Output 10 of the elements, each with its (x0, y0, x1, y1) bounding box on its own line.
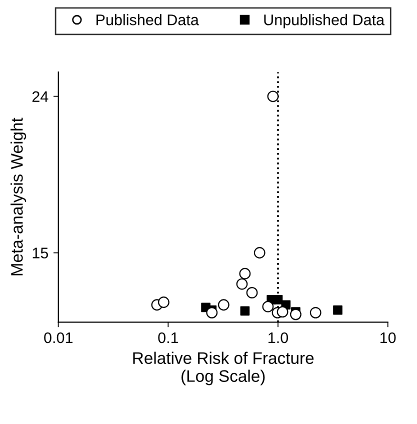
y-tick-label: 24 (32, 91, 48, 102)
x-axis-title: Relative Risk of Fracture (Log Scale) (133, 352, 314, 386)
y-tick-label: 15 (32, 248, 48, 258)
x-tick-label: 10 (380, 332, 396, 344)
x-tick-label: 0.01 (44, 332, 73, 344)
x-tick-label: 1.0 (268, 332, 288, 344)
y-axis-title: Meta-analysis Weight (10, 118, 26, 276)
x-tick-label: 0.1 (158, 332, 178, 344)
legend-label: Unpublished Data (264, 14, 385, 28)
legend-label: Published Data (96, 14, 199, 26)
